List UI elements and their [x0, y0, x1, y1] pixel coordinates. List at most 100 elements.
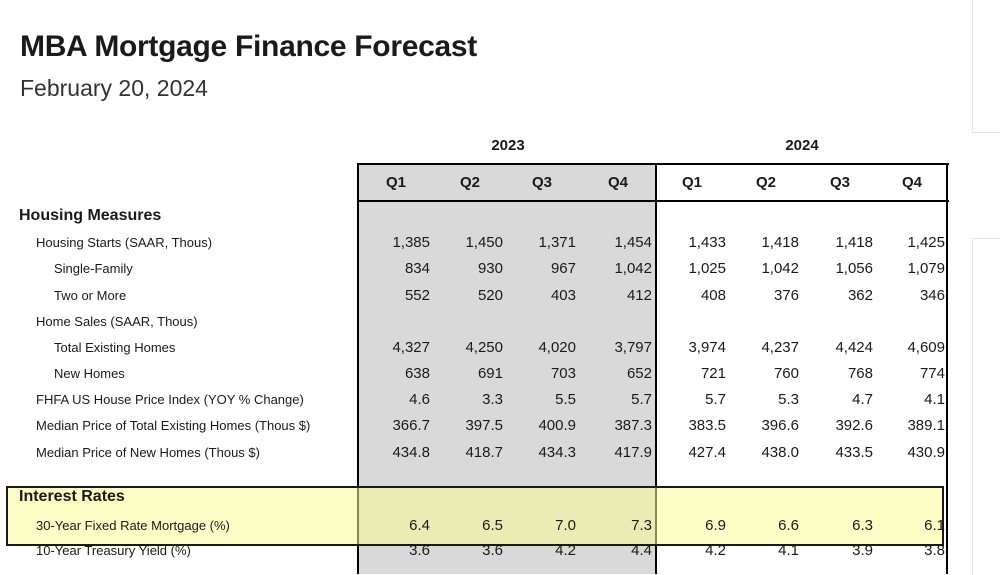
- year-header-2024: 2024: [785, 137, 819, 154]
- table-cell: 5.3: [778, 391, 799, 408]
- table-cell: 400.9: [538, 417, 576, 434]
- header-bottom-rule: [358, 200, 949, 202]
- quarter-header: Q3: [829, 174, 850, 191]
- table-cell: 397.5: [465, 417, 503, 434]
- table-cell: 4,237: [761, 339, 799, 356]
- table-cell: 427.4: [688, 444, 726, 461]
- table-cell: 520: [477, 287, 503, 304]
- table-cell: 403: [550, 287, 576, 304]
- table-cell: 6.6: [778, 517, 799, 534]
- table-cell: 6.5: [482, 517, 503, 534]
- quarter-header: Q4: [607, 174, 628, 191]
- table-cell: 4.7: [852, 391, 873, 408]
- quarter-header: Q1: [385, 174, 406, 191]
- table-cell: 392.6: [835, 417, 873, 434]
- row-label: Median Price of New Homes (Thous $): [36, 445, 260, 460]
- table-cell: 3.3: [482, 391, 503, 408]
- table-cell: 3.6: [482, 542, 503, 559]
- table-cell: 387.3: [614, 417, 652, 434]
- table-cell: 4.4: [631, 542, 652, 559]
- table-cell: 1,042: [761, 260, 799, 277]
- section-interest-rates: Interest Rates: [19, 488, 125, 505]
- table-cell: 417.9: [614, 444, 652, 461]
- table-cell: 4.2: [555, 542, 576, 559]
- table-cell: 930: [477, 260, 503, 277]
- table-cell: 1,433: [688, 234, 726, 251]
- table-cell: 5.5: [555, 391, 576, 408]
- table-cell: 3.8: [924, 542, 945, 559]
- row-label: Total Existing Homes: [54, 340, 176, 355]
- table-cell: 3,797: [614, 339, 652, 356]
- table-cell: 703: [550, 365, 576, 382]
- row-label: Median Price of Total Existing Homes (Th…: [36, 418, 311, 433]
- table-cell: 1,056: [835, 260, 873, 277]
- row-label: Single-Family: [54, 261, 133, 276]
- table-cell: 3.9: [852, 542, 873, 559]
- quarter-header: Q3: [531, 174, 552, 191]
- table-cell: 1,042: [614, 260, 652, 277]
- table-cell: 4.1: [778, 542, 799, 559]
- row-label: New Homes: [54, 366, 125, 381]
- right-panel-edge-bottom: [972, 238, 1000, 575]
- table-cell: 6.3: [852, 517, 873, 534]
- row-label: 10-Year Treasury Yield (%): [36, 543, 191, 558]
- table-cell: 652: [626, 365, 652, 382]
- row-label: Two or More: [54, 288, 127, 303]
- table-cell: 4.1: [924, 391, 945, 408]
- table-cell: 1,454: [614, 234, 652, 251]
- quarter-header: Q2: [459, 174, 480, 191]
- row-label: 30-Year Fixed Rate Mortgage (%): [36, 518, 230, 533]
- table-cell: 6.1: [924, 517, 945, 534]
- table-cell: 1,425: [907, 234, 945, 251]
- table-cell: 638: [404, 365, 430, 382]
- table-cell: 362: [847, 287, 873, 304]
- table-cell: 434.8: [392, 444, 430, 461]
- table-cell: 4,020: [538, 339, 576, 356]
- table-cell: 552: [404, 287, 430, 304]
- header-top-rule: [358, 163, 949, 165]
- year-header-2023: 2023: [491, 137, 525, 154]
- table-cell: 389.1: [907, 417, 945, 434]
- forecast-date: February 20, 2024: [20, 75, 208, 101]
- table-cell: 434.3: [538, 444, 576, 461]
- table-cell: 1,079: [907, 260, 945, 277]
- table-cell: 383.5: [688, 417, 726, 434]
- row-label: FHFA US House Price Index (YOY % Change): [36, 392, 304, 407]
- quarter-header: Q4: [901, 174, 922, 191]
- table-cell: 760: [773, 365, 799, 382]
- table-cell: 5.7: [631, 391, 652, 408]
- right-table-border: [946, 163, 948, 574]
- table-cell: 3.6: [409, 542, 430, 559]
- table-cell: 691: [477, 365, 503, 382]
- table-cell: 396.6: [761, 417, 799, 434]
- table-cell: 967: [550, 260, 576, 277]
- table-cell: 433.5: [835, 444, 873, 461]
- table-cell: 376: [773, 287, 799, 304]
- table-cell: 6.9: [705, 517, 726, 534]
- table-cell: 366.7: [392, 417, 430, 434]
- table-cell: 6.4: [409, 517, 430, 534]
- right-panel-edge-top: [972, 0, 1000, 133]
- table-cell: 418.7: [465, 444, 503, 461]
- table-cell: 721: [700, 365, 726, 382]
- table-cell: 4,609: [907, 339, 945, 356]
- table-cell: 430.9: [907, 444, 945, 461]
- table-cell: 1,418: [835, 234, 873, 251]
- table-cell: 1,385: [392, 234, 430, 251]
- table-cell: 834: [404, 260, 430, 277]
- quarter-header: Q1: [681, 174, 702, 191]
- table-cell: 1,418: [761, 234, 799, 251]
- page-title: MBA Mortgage Finance Forecast: [20, 30, 477, 63]
- row-label: Home Sales (SAAR, Thous): [36, 314, 198, 329]
- table-cell: 7.3: [631, 517, 652, 534]
- table-cell: 1,371: [538, 234, 576, 251]
- table-cell: 5.7: [705, 391, 726, 408]
- row-label: Housing Starts (SAAR, Thous): [36, 235, 213, 250]
- table-cell: 408: [700, 287, 726, 304]
- table-cell: 438.0: [761, 444, 799, 461]
- table-cell: 4,327: [392, 339, 430, 356]
- table-cell: 1,450: [465, 234, 503, 251]
- table-cell: 346: [919, 287, 945, 304]
- table-cell: 774: [919, 365, 945, 382]
- interest-rates-highlight: [6, 486, 944, 546]
